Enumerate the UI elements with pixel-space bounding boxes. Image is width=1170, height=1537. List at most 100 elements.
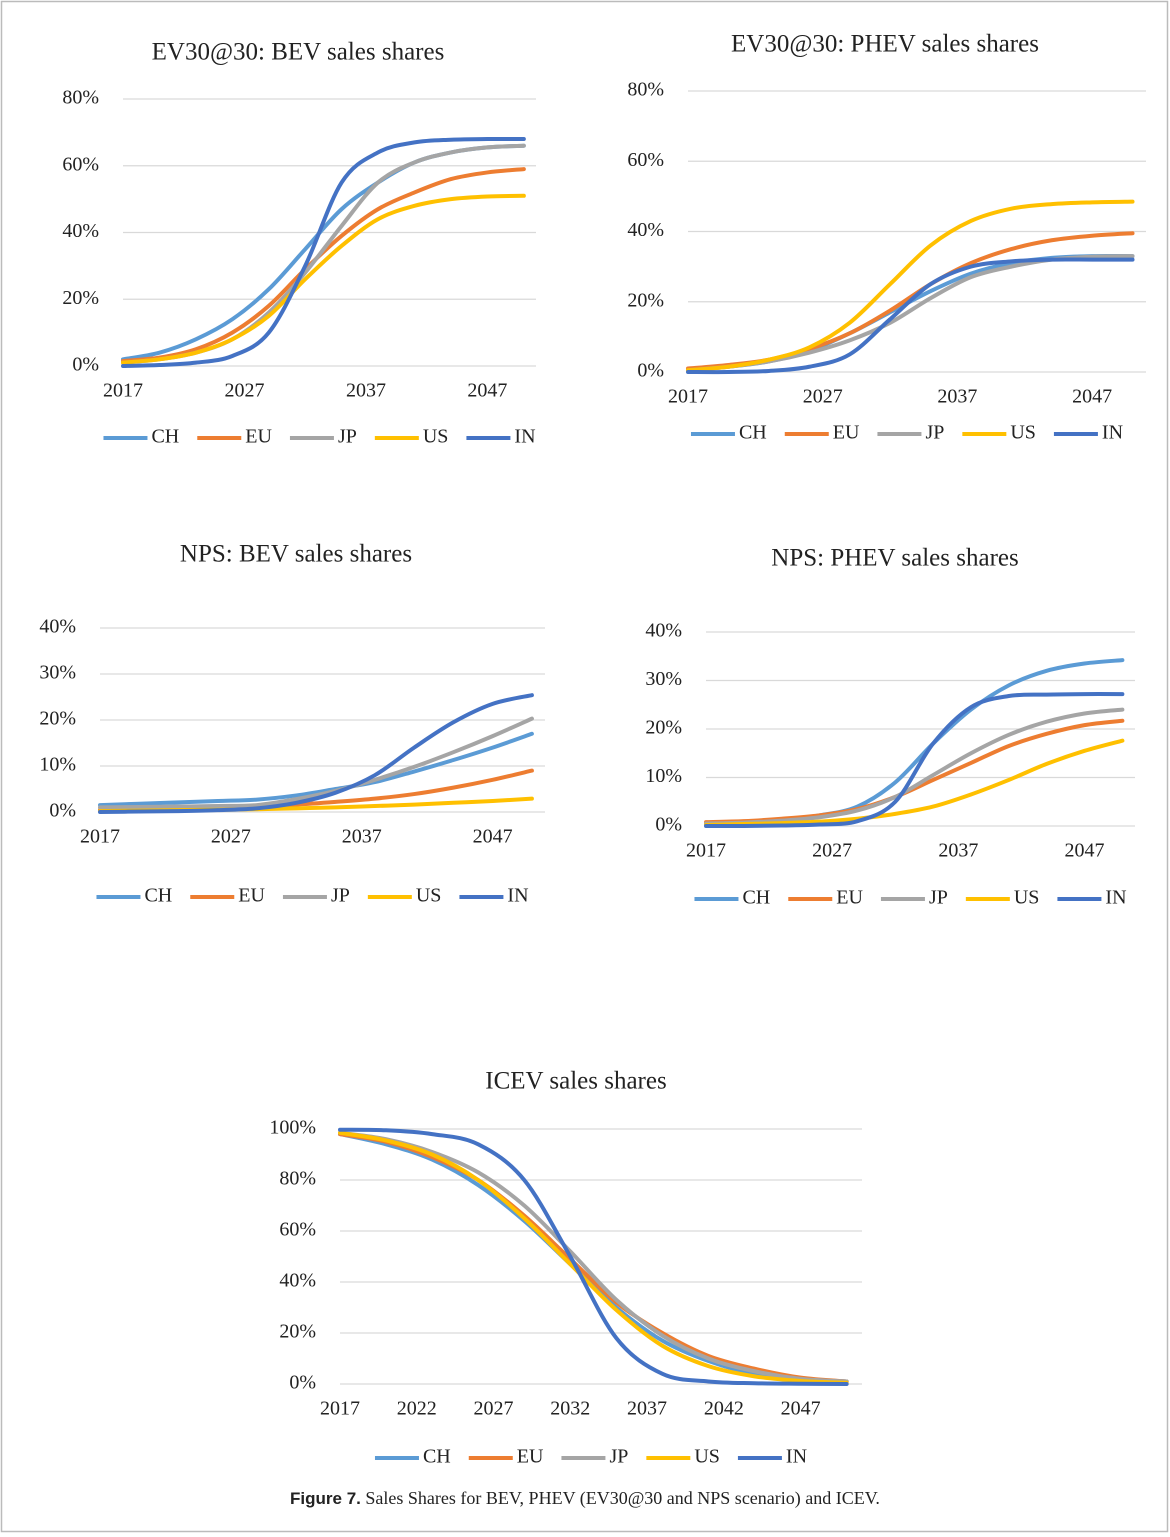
y-tick-label: 60% bbox=[62, 153, 99, 175]
y-tick-label: 40% bbox=[645, 620, 682, 642]
x-tick-label: 2017 bbox=[103, 380, 143, 402]
legend-item: IN bbox=[466, 426, 536, 448]
series-line bbox=[338, 1130, 849, 1385]
series-line bbox=[338, 1132, 849, 1384]
y-tick-label: 40% bbox=[39, 616, 76, 638]
series-line bbox=[704, 707, 1125, 826]
legend-item: EU bbox=[190, 885, 265, 907]
legend-item: EU bbox=[468, 1446, 544, 1468]
x-tick-label: 2042 bbox=[704, 1398, 744, 1420]
y-tick-label: 100% bbox=[269, 1117, 316, 1139]
y-tick-label: 60% bbox=[279, 1219, 316, 1241]
legend-item: US bbox=[367, 885, 442, 907]
legend: CH EU JP US IN bbox=[690, 422, 1123, 444]
legend-label: CH bbox=[739, 422, 767, 444]
x-tick-label: 2037 bbox=[627, 1398, 667, 1420]
chart-title: NPS: BEV sales shares bbox=[180, 541, 412, 568]
legend-label: US bbox=[423, 426, 449, 448]
y-tick-label: 20% bbox=[62, 287, 99, 309]
legend-label: JP bbox=[929, 887, 948, 909]
y-tick-label: 20% bbox=[645, 717, 682, 739]
x-tick-label: 2047 bbox=[781, 1398, 821, 1420]
series-line bbox=[686, 199, 1135, 373]
legend-label: IN bbox=[1102, 422, 1123, 444]
chart-title: NPS: PHEV sales shares bbox=[771, 545, 1018, 572]
legend-item: JP bbox=[877, 422, 944, 444]
legend-label: IN bbox=[514, 426, 535, 448]
legend-item: JP bbox=[880, 887, 948, 909]
y-tick-label: 20% bbox=[279, 1321, 316, 1343]
legend-item: JP bbox=[282, 885, 350, 907]
legend-label: CH bbox=[742, 887, 770, 909]
series-line bbox=[98, 716, 534, 810]
legend-item: EU bbox=[788, 887, 863, 909]
chart-title: EV30@30: BEV sales shares bbox=[152, 39, 445, 66]
x-tick-label: 2047 bbox=[473, 826, 513, 848]
legend: CH EU JP US IN bbox=[103, 426, 536, 448]
y-tick-label: 20% bbox=[39, 708, 76, 730]
legend-label: US bbox=[416, 885, 442, 907]
x-tick-label: 2027 bbox=[224, 380, 264, 402]
series-line bbox=[704, 738, 1125, 828]
legend-label: IN bbox=[507, 885, 528, 907]
legend-label: EU bbox=[245, 426, 272, 448]
legend-item: US bbox=[374, 426, 449, 448]
series-line bbox=[121, 193, 526, 365]
series-line bbox=[686, 257, 1135, 375]
y-tick-label: 20% bbox=[627, 289, 664, 311]
series-line bbox=[338, 1127, 849, 1386]
x-tick-label: 2032 bbox=[550, 1398, 590, 1420]
legend-label: EU bbox=[517, 1446, 544, 1468]
y-tick-label: 0% bbox=[289, 1372, 316, 1394]
y-tick-label: 0% bbox=[655, 814, 682, 836]
series-line bbox=[338, 1130, 849, 1384]
legend-item: IN bbox=[1053, 422, 1123, 444]
legend-item: US bbox=[962, 422, 1036, 444]
x-tick-label: 2047 bbox=[1065, 840, 1105, 862]
caption-label: Figure 7. bbox=[290, 1489, 361, 1508]
series-line bbox=[121, 137, 526, 368]
y-tick-label: 80% bbox=[62, 87, 99, 109]
legend-item: IN bbox=[737, 1446, 807, 1468]
caption-text: Sales Shares for BEV, PHEV (EV30@30 and … bbox=[365, 1488, 880, 1508]
x-tick-label: 2017 bbox=[80, 826, 120, 848]
y-tick-label: 30% bbox=[645, 668, 682, 690]
legend-item: CH bbox=[374, 1446, 451, 1468]
legend-label: JP bbox=[925, 422, 944, 444]
legend-label: EU bbox=[836, 887, 863, 909]
x-tick-label: 2017 bbox=[320, 1398, 360, 1420]
y-tick-label: 0% bbox=[637, 360, 664, 382]
legend-label: IN bbox=[786, 1446, 807, 1468]
legend-item: US bbox=[646, 1446, 720, 1468]
x-tick-label: 2017 bbox=[686, 840, 726, 862]
series-line bbox=[338, 1132, 849, 1384]
legend: CH EU JP US IN bbox=[694, 887, 1127, 909]
chart-title: EV30@30: PHEV sales shares bbox=[731, 31, 1039, 58]
x-tick-label: 2027 bbox=[812, 840, 852, 862]
y-tick-label: 80% bbox=[279, 1168, 316, 1190]
legend-label: EU bbox=[833, 422, 860, 444]
series-line bbox=[704, 658, 1125, 826]
x-tick-label: 2037 bbox=[342, 826, 382, 848]
legend-label: JP bbox=[609, 1446, 628, 1468]
legend-item: US bbox=[965, 887, 1039, 909]
legend-item: IN bbox=[1057, 887, 1127, 909]
series-line bbox=[98, 731, 534, 808]
x-tick-label: 2037 bbox=[938, 840, 978, 862]
y-tick-label: 80% bbox=[627, 79, 664, 101]
caption: Figure 7. Sales Shares for BEV, PHEV (EV… bbox=[0, 1488, 1170, 1509]
legend-label: CH bbox=[151, 426, 179, 448]
legend-item: CH bbox=[690, 422, 767, 444]
series-line bbox=[704, 692, 1125, 829]
legend-label: CH bbox=[423, 1446, 451, 1468]
legend-label: IN bbox=[1105, 887, 1126, 909]
y-tick-label: 40% bbox=[279, 1270, 316, 1292]
x-tick-label: 2017 bbox=[668, 386, 708, 408]
legend-item: EU bbox=[784, 422, 860, 444]
legend-item: CH bbox=[96, 885, 172, 907]
x-tick-label: 2047 bbox=[467, 380, 507, 402]
y-tick-label: 10% bbox=[39, 754, 76, 776]
x-tick-label: 2027 bbox=[474, 1398, 514, 1420]
